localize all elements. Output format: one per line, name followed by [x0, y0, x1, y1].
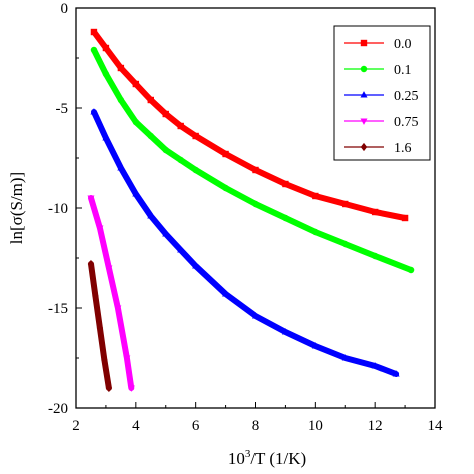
data-point: [222, 184, 229, 192]
data-point: [147, 212, 155, 219]
data-point: [342, 200, 349, 208]
series-layer: [87, 28, 415, 393]
data-point: [192, 166, 199, 174]
ticks: 2 4 6 8 10 12 14 0 -5 -10 -15 -20: [48, 1, 443, 434]
y-tick-label: -20: [48, 401, 68, 417]
data-point: [371, 252, 379, 260]
x-tick-label: 6: [192, 418, 200, 434]
x-axis-title: 103/T (1/K): [228, 448, 306, 468]
x-tick-label: 10: [308, 418, 323, 434]
data-point: [102, 44, 110, 52]
data-point: [312, 192, 319, 200]
data-point: [105, 265, 113, 272]
data-point: [281, 328, 289, 335]
data-point: [162, 146, 169, 154]
data-point: [407, 266, 415, 274]
legend-marker: [360, 39, 368, 47]
data-point: [192, 262, 200, 269]
data-point: [96, 323, 104, 333]
data-point: [101, 355, 108, 365]
legend-entry-0.25: 0.25: [344, 89, 419, 104]
data-point: [90, 108, 98, 115]
data-point: [177, 122, 184, 130]
series-line: [88, 195, 135, 391]
data-point: [102, 70, 110, 78]
legend-label: 0.25: [394, 89, 419, 104]
data-point: [222, 150, 229, 158]
data-point: [117, 96, 125, 104]
data-point: [371, 208, 379, 216]
data-point: [102, 134, 110, 141]
data-point: [87, 195, 95, 202]
data-point: [282, 180, 289, 188]
legend-label: 0.1: [394, 63, 412, 78]
series-0.75: [87, 195, 135, 392]
data-point: [371, 362, 379, 369]
x-tick-label: 14: [428, 418, 444, 434]
data-point: [117, 64, 125, 72]
x-tick-label: 12: [368, 418, 383, 434]
data-point: [105, 383, 113, 393]
series-1.6: [87, 259, 113, 393]
data-point: [251, 312, 260, 319]
data-point: [90, 28, 98, 36]
legend-entry-0.0: 0.0: [344, 37, 412, 52]
data-point: [114, 305, 122, 312]
legend-marker: [360, 65, 368, 73]
data-point: [132, 190, 140, 197]
data-point: [282, 214, 289, 222]
series-0.0: [90, 28, 409, 222]
legend-marker: [360, 91, 368, 98]
legend-entry-1.6: 1.6: [344, 141, 412, 156]
data-point: [147, 132, 154, 140]
x-tick-label: 8: [252, 418, 260, 434]
y-tick-label: -10: [48, 201, 68, 217]
y-tick-label: 0: [61, 1, 69, 17]
series-0.1: [90, 46, 415, 274]
data-point: [312, 228, 319, 236]
data-point: [132, 118, 140, 126]
y-tick-label: -5: [56, 101, 69, 117]
x-tick-label: 2: [72, 418, 80, 434]
data-point: [177, 156, 184, 164]
data-point: [123, 355, 131, 362]
series-0.25: [90, 108, 400, 377]
data-point: [341, 354, 349, 361]
y-tick-label: -15: [48, 301, 68, 317]
legend-entry-0.75: 0.75: [344, 115, 419, 130]
legend-label: 0.0: [394, 37, 412, 52]
data-point: [252, 166, 259, 174]
x-axis-title-superscript: 3: [245, 448, 251, 460]
data-point: [222, 290, 230, 297]
data-point: [177, 246, 185, 253]
data-point: [92, 291, 99, 301]
legend-entry-0.1: 0.1: [344, 63, 412, 78]
data-point: [162, 110, 169, 118]
data-point: [401, 214, 409, 222]
data-point: [392, 370, 400, 377]
data-point: [132, 80, 140, 88]
legend-marker: [360, 118, 368, 125]
legend-box: [333, 25, 431, 161]
x-tick-label: 4: [132, 418, 140, 434]
data-point: [192, 132, 199, 140]
data-point: [117, 164, 125, 171]
y-axis-title: ln[σ(S/m)]: [7, 172, 26, 244]
data-point: [342, 240, 349, 248]
legend-marker: [360, 142, 368, 152]
data-point: [87, 259, 95, 269]
legend-label: 0.75: [394, 115, 419, 130]
legend: 0.0 0.1 0.25 0.75 1.6: [333, 25, 431, 161]
data-point: [96, 225, 104, 232]
data-point: [127, 385, 135, 392]
data-point: [147, 96, 154, 104]
x-axis-title-rest: /T (1/K): [250, 449, 306, 468]
legend-label: 1.6: [394, 141, 412, 156]
data-point: [90, 46, 98, 54]
data-point: [311, 342, 319, 349]
data-point: [162, 230, 170, 237]
data-point: [252, 200, 259, 208]
